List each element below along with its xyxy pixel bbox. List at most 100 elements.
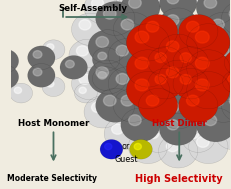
Circle shape	[158, 95, 197, 129]
Circle shape	[33, 68, 42, 76]
Text: or: or	[121, 142, 130, 151]
Circle shape	[187, 82, 195, 89]
Circle shape	[0, 65, 18, 89]
Circle shape	[158, 134, 197, 168]
Circle shape	[14, 87, 21, 94]
Circle shape	[187, 44, 195, 50]
Circle shape	[42, 40, 65, 60]
Circle shape	[128, 130, 167, 164]
Circle shape	[91, 102, 103, 112]
Circle shape	[186, 50, 229, 87]
Circle shape	[69, 39, 106, 71]
Circle shape	[206, 0, 231, 18]
Circle shape	[0, 54, 6, 61]
Circle shape	[122, 0, 133, 4]
Circle shape	[211, 95, 223, 106]
Circle shape	[95, 2, 134, 35]
Circle shape	[216, 74, 228, 84]
Circle shape	[166, 102, 178, 113]
Circle shape	[228, 8, 231, 19]
Circle shape	[97, 52, 106, 60]
Circle shape	[141, 124, 174, 152]
Circle shape	[116, 0, 149, 18]
Circle shape	[79, 20, 91, 30]
Circle shape	[179, 74, 191, 84]
Circle shape	[195, 0, 231, 25]
Circle shape	[172, 68, 207, 99]
Circle shape	[166, 141, 178, 152]
Circle shape	[211, 19, 223, 30]
Text: Host Dimer: Host Dimer	[151, 119, 206, 128]
Circle shape	[213, 0, 223, 4]
Circle shape	[95, 88, 134, 122]
Circle shape	[10, 83, 32, 103]
Circle shape	[125, 40, 151, 63]
Circle shape	[116, 74, 128, 84]
Circle shape	[154, 74, 166, 84]
Circle shape	[111, 124, 123, 134]
Circle shape	[126, 24, 169, 61]
Circle shape	[192, 57, 221, 81]
Circle shape	[166, 15, 178, 26]
Circle shape	[214, 118, 231, 150]
Circle shape	[116, 45, 128, 56]
Circle shape	[104, 0, 141, 2]
Circle shape	[183, 78, 206, 98]
Circle shape	[128, 0, 141, 8]
Circle shape	[120, 0, 159, 25]
Circle shape	[159, 0, 196, 19]
Circle shape	[125, 72, 151, 95]
Circle shape	[203, 88, 231, 122]
Circle shape	[181, 124, 214, 152]
Circle shape	[134, 31, 148, 43]
Circle shape	[229, 55, 231, 63]
Circle shape	[128, 115, 141, 126]
Circle shape	[138, 88, 177, 122]
Circle shape	[162, 54, 171, 61]
Circle shape	[157, 50, 183, 72]
Circle shape	[166, 67, 178, 78]
Circle shape	[46, 44, 54, 50]
Circle shape	[186, 21, 198, 32]
Text: Self-Assembly: Self-Assembly	[58, 4, 127, 13]
Circle shape	[134, 62, 143, 70]
Circle shape	[84, 96, 121, 128]
Circle shape	[0, 58, 14, 80]
Circle shape	[65, 60, 74, 68]
Circle shape	[157, 66, 183, 88]
Circle shape	[223, 49, 231, 76]
Circle shape	[96, 67, 108, 78]
Circle shape	[120, 108, 159, 142]
Circle shape	[134, 143, 141, 150]
Circle shape	[0, 49, 18, 73]
Circle shape	[203, 0, 216, 8]
Circle shape	[104, 143, 111, 150]
Circle shape	[42, 77, 65, 97]
Circle shape	[104, 118, 141, 150]
Circle shape	[162, 70, 171, 77]
Circle shape	[166, 41, 178, 52]
Text: High Selectivity: High Selectivity	[135, 174, 222, 184]
Circle shape	[0, 62, 1, 69]
Circle shape	[92, 47, 119, 71]
Circle shape	[158, 34, 197, 68]
Circle shape	[181, 0, 214, 5]
Circle shape	[222, 71, 231, 93]
Circle shape	[113, 88, 152, 122]
Circle shape	[221, 124, 231, 134]
Circle shape	[166, 120, 178, 130]
Circle shape	[208, 38, 231, 72]
Circle shape	[113, 12, 152, 46]
Circle shape	[228, 95, 231, 106]
Circle shape	[214, 0, 231, 2]
Circle shape	[76, 46, 88, 56]
Circle shape	[195, 31, 208, 43]
Circle shape	[108, 67, 147, 101]
Circle shape	[220, 2, 231, 35]
Circle shape	[178, 88, 217, 122]
Circle shape	[154, 53, 166, 63]
Circle shape	[84, 0, 121, 24]
Circle shape	[227, 75, 231, 82]
Circle shape	[121, 95, 133, 106]
Circle shape	[146, 95, 158, 106]
